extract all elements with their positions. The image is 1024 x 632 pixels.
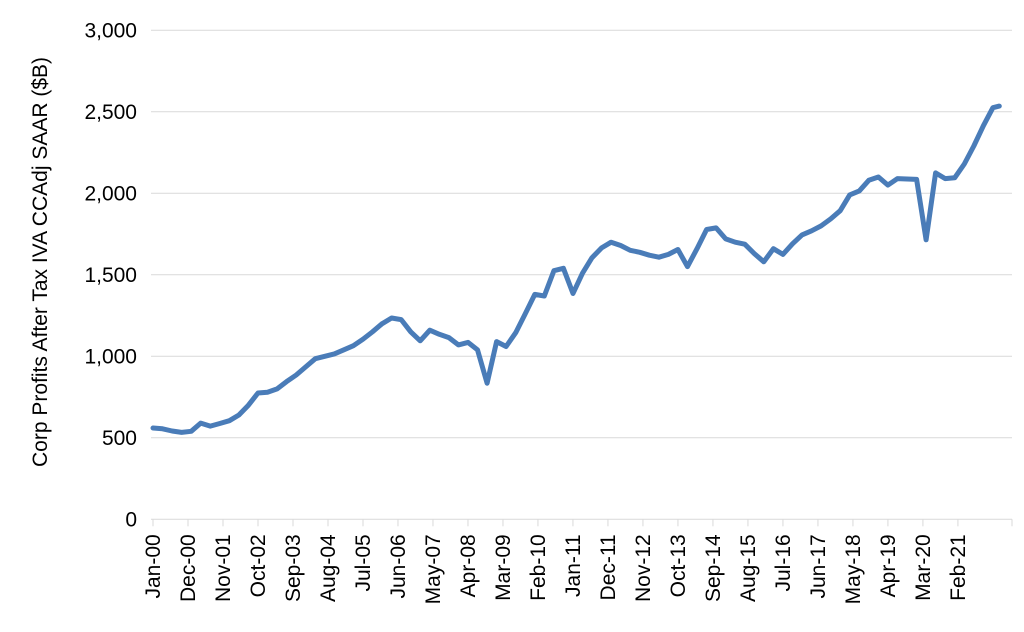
x-tick-label: Jan-00: [142, 534, 165, 598]
x-tick-label: Aug-15: [737, 534, 760, 602]
profits-series-line: [150, 103, 1002, 435]
y-axis-title: Corp Profits After Tax IVA CCAdj SAAR ($…: [29, 57, 52, 467]
x-tick-label: Oct-02: [247, 534, 270, 597]
x-tick-label: Sep-03: [282, 534, 305, 602]
y-axis-labels: 0 500 1,000 1,500 2,000 2,500 3,000: [84, 19, 137, 531]
x-axis-ticks: [152, 519, 1013, 527]
series-line-group: [150, 103, 1002, 435]
x-tick-label: Feb-10: [527, 534, 550, 601]
x-tick-label: May-18: [842, 534, 865, 604]
y-tick-label: 500: [102, 427, 137, 450]
y-tick-label: 2,000: [84, 182, 137, 205]
x-tick-label: Aug-04: [317, 534, 340, 602]
x-tick-label: Sep-14: [702, 534, 725, 602]
y-tick-label: 1,000: [84, 345, 137, 368]
x-tick-label: Dec-00: [177, 534, 200, 602]
x-tick-label: Feb-21: [947, 534, 970, 601]
x-tick-label: Oct-13: [667, 534, 690, 597]
x-tick-label: Nov-12: [632, 534, 655, 602]
x-tick-label: Apr-08: [457, 534, 480, 597]
x-tick-label: May-07: [422, 534, 445, 604]
y-tick-label: 3,000: [84, 19, 137, 42]
x-tick-label: Dec-11: [597, 534, 620, 600]
x-tick-label: Apr-19: [877, 534, 900, 597]
gridlines: [151, 29, 1012, 520]
x-tick-label: Mar-20: [912, 534, 935, 601]
x-tick-label: Jan-11: [562, 534, 585, 597]
x-axis-labels: Jan-00 Dec-00 Nov-01 Oct-02 Sep-03 Aug-04 Jul-…: [142, 534, 970, 604]
x-tick-label: Jun-17: [807, 534, 830, 598]
x-tick-label: Jun-06: [387, 534, 410, 598]
y-tick-label: 2,500: [84, 101, 137, 124]
x-tick-label: Nov-01: [212, 534, 235, 602]
x-tick-label: Mar-09: [492, 534, 515, 601]
y-tick-label: 0: [125, 508, 137, 531]
y-tick-label: 1,500: [84, 264, 137, 287]
x-tick-label: Jul-05: [352, 534, 375, 591]
x-tick-label: Jul-16: [772, 534, 795, 591]
